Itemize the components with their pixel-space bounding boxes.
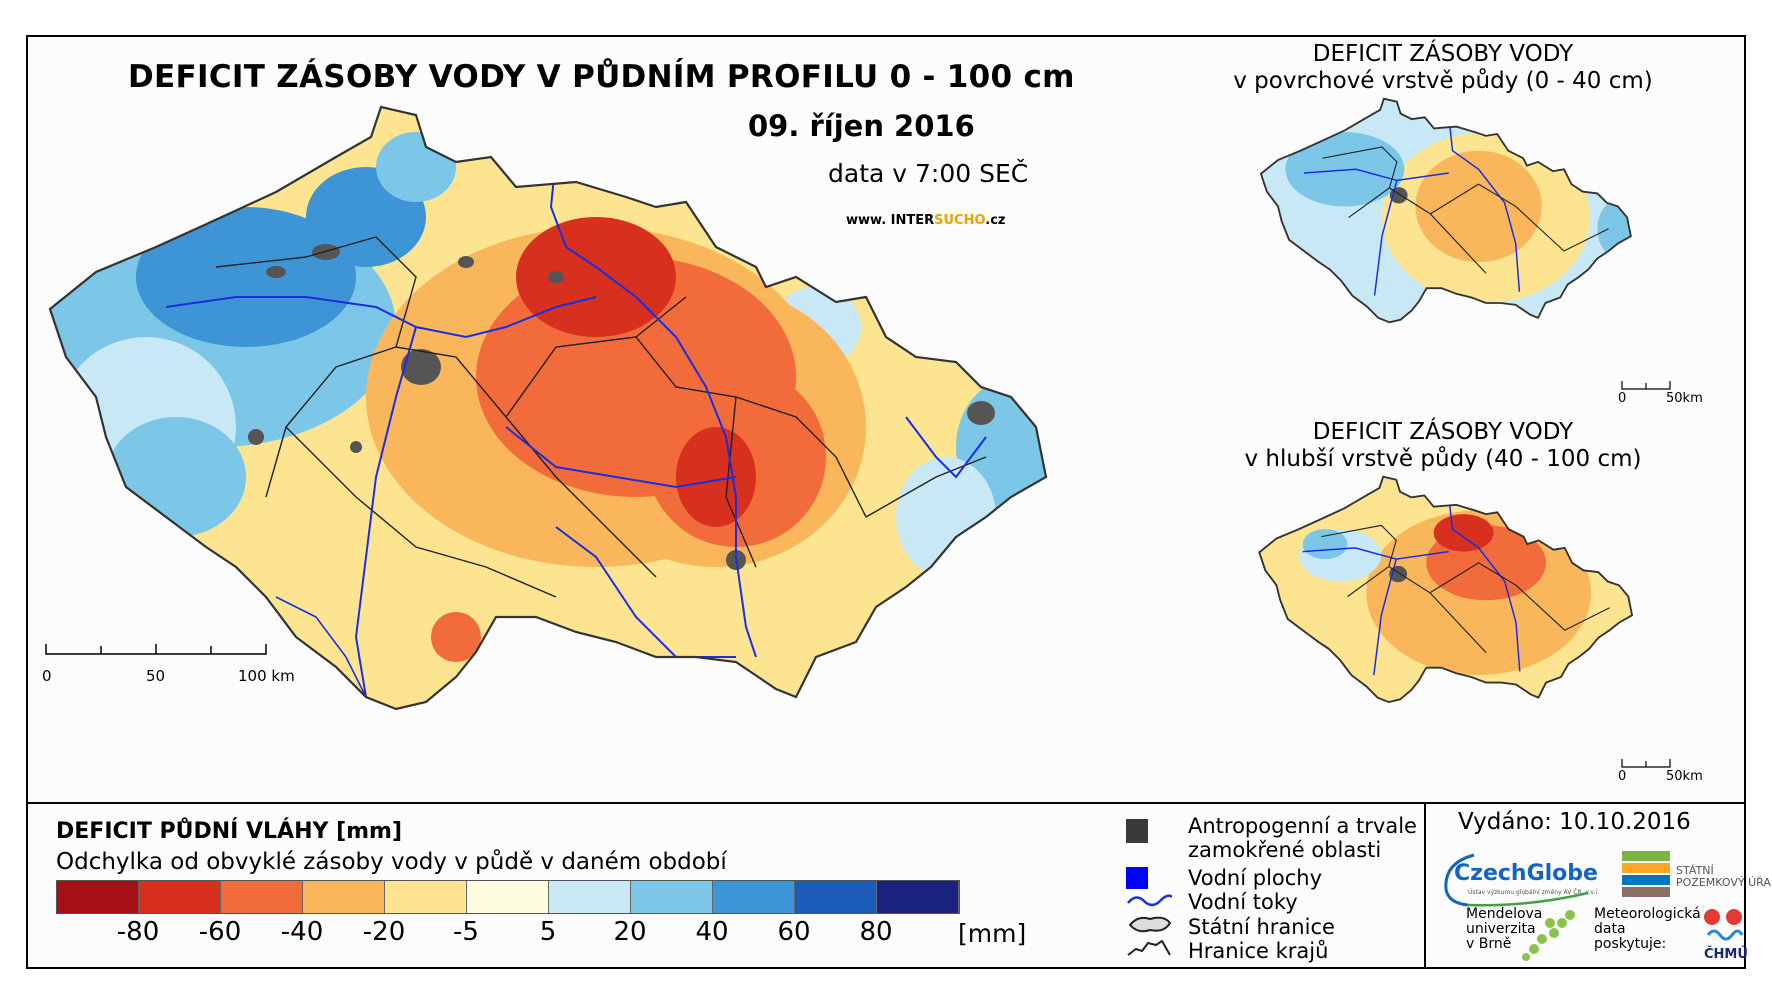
- colorbar-class-0: [57, 881, 139, 913]
- rivers-symbol: [1127, 894, 1172, 907]
- legend-title: DEFICIT PŮDNÍ VLÁHY [mm]: [56, 819, 403, 844]
- map-title: DEFICIT ZÁSOBY VODY V PŮDNÍM PROFILU 0 -…: [128, 59, 1075, 95]
- legend-tick: -20: [362, 917, 406, 947]
- inset-bottom-scale-50: 50km: [1666, 769, 1703, 784]
- inset-top-title: DEFICIT ZÁSOBY VODY v povrchové vrstvě p…: [1183, 41, 1703, 95]
- colorbar-class-1: [139, 881, 221, 913]
- spu-text: STÁTNÍ POZEMKOVÝ ÚŘAD: [1676, 865, 1772, 889]
- legend-tick: -5: [453, 917, 479, 947]
- spu-line2: POZEMKOVÝ ÚŘAD: [1676, 876, 1772, 889]
- czechglobe-subtitle: Ústav výzkumu globální změny AV ČR, v.v.…: [1468, 889, 1599, 896]
- czechglobe-name: CzechGlobe: [1454, 861, 1598, 886]
- state-border-symbol: [1128, 916, 1172, 933]
- legend-tick: -60: [198, 917, 242, 947]
- website-accent: SUCHO: [934, 213, 986, 228]
- inset-bottom-title-line1: DEFICIT ZÁSOBY VODY: [1312, 419, 1574, 445]
- legend-tick: 20: [613, 917, 647, 947]
- mendel-line3: v Brně: [1466, 936, 1512, 952]
- legend-subtitle: Odchylka od obvyklé zásoby vody v půdě v…: [56, 849, 727, 875]
- website-link[interactable]: www. INTERSUCHO.cz: [846, 213, 1005, 228]
- website-prefix: www. INTER: [846, 213, 935, 228]
- main-map: [48, 105, 1048, 711]
- map-frame: DEFICIT ZÁSOBY VODY V PŮDNÍM PROFILU 0 -…: [26, 35, 1772, 969]
- legend-tick: 40: [695, 917, 729, 947]
- colorbar-class-5: [467, 881, 549, 913]
- legend-tick: 80: [859, 917, 893, 947]
- inset-bottom-title: DEFICIT ZÁSOBY VODY v hlubší vrstvě půdy…: [1183, 419, 1703, 473]
- legend-tick: 60: [777, 917, 811, 947]
- mendel-logo-text: Mendelova univerzita v Brně: [1466, 907, 1542, 952]
- legend-colorbar: [56, 880, 960, 914]
- inset-bottom-scale-0: 0: [1618, 769, 1627, 784]
- chmu-logo-mark: [1704, 909, 1744, 941]
- meteo-text: Meteorologická data poskytuje:: [1594, 907, 1701, 952]
- meteo-line3: poskytuje:: [1594, 936, 1667, 952]
- inset-bottom-scalebar: [1621, 759, 1671, 768]
- anthropogenic-symbol: [1126, 819, 1148, 843]
- inset-top-scalebar: [1621, 381, 1671, 390]
- colorbar-class-2: [221, 881, 303, 913]
- legend-region-border: Hranice krajů: [1188, 939, 1329, 963]
- inset-top-scale-50: 50km: [1666, 391, 1703, 406]
- divider-horizontal: [28, 802, 1744, 804]
- inset-bottom-title-line2: v hlubší vrstvě půdy (40 - 100 cm): [1244, 446, 1642, 472]
- spu-logo: STÁTNÍ POZEMKOVÝ ÚŘAD: [1620, 849, 1772, 905]
- inset-top-map: [1259, 97, 1632, 324]
- legend-anthropogenic-line1: Antropogenní a trvale: [1188, 814, 1417, 838]
- chmu-name: ČHMÚ: [1704, 947, 1748, 962]
- colorbar-class-10: [877, 881, 959, 913]
- colorbar-class-7: [631, 881, 713, 913]
- meteo-line1: Meteorologická: [1594, 906, 1701, 922]
- mendel-logo-dots: [1522, 910, 1575, 961]
- spu-logo-mark: [1622, 851, 1670, 897]
- mendel-line2: univerzita: [1466, 921, 1536, 937]
- czechglobe-logo: CzechGlobe Ústav výzkumu globální změny …: [1438, 849, 1608, 907]
- legend-water-bodies: Vodní plochy: [1188, 866, 1323, 890]
- colorbar-class-8: [713, 881, 795, 913]
- region-border-symbol: [1127, 939, 1171, 956]
- mendel-line1: Mendelova: [1466, 906, 1543, 922]
- colorbar-class-4: [385, 881, 467, 913]
- spu-line1: STÁTNÍ: [1676, 864, 1714, 877]
- water-bodies-symbol: [1126, 867, 1148, 889]
- website-suffix: .cz: [985, 213, 1006, 228]
- scale-label-0: 0: [42, 667, 52, 685]
- scale-label-50: 50: [146, 667, 166, 685]
- inset-bottom-map: [1258, 475, 1634, 704]
- legend-anthropogenic-line2: zamokřené oblasti: [1188, 838, 1382, 862]
- inset-top-title-line1: DEFICIT ZÁSOBY VODY: [1312, 41, 1574, 67]
- legend-anthropogenic: Antropogenní a trvale zamokřené oblasti: [1188, 814, 1417, 862]
- inset-top-scale-0: 0: [1618, 391, 1627, 406]
- inset-top-title-line2: v povrchové vrstvě půdy (0 - 40 cm): [1233, 68, 1653, 94]
- legend-unit: [mm]: [958, 919, 1027, 948]
- colorbar-class-3: [303, 881, 385, 913]
- colorbar-class-6: [549, 881, 631, 913]
- data-time: data v 7:00 SEČ: [828, 159, 1029, 188]
- colorbar-class-9: [795, 881, 877, 913]
- legend-tick: -40: [280, 917, 324, 947]
- main-scalebar: [45, 644, 267, 655]
- legend-state-border: Státní hranice: [1188, 915, 1335, 939]
- issued-date: Vydáno: 10.10.2016: [1458, 809, 1691, 835]
- legend-tick: 5: [539, 917, 557, 947]
- legend-rivers: Vodní toky: [1188, 890, 1298, 914]
- divider-vertical: [1424, 802, 1426, 969]
- map-date: 09. říjen 2016: [748, 109, 975, 143]
- scale-label-100: 100 km: [238, 667, 295, 685]
- legend-tick: -80: [116, 917, 160, 947]
- meteo-line2: data: [1594, 921, 1626, 937]
- czechglobe-logo-swoosh: [1444, 853, 1589, 907]
